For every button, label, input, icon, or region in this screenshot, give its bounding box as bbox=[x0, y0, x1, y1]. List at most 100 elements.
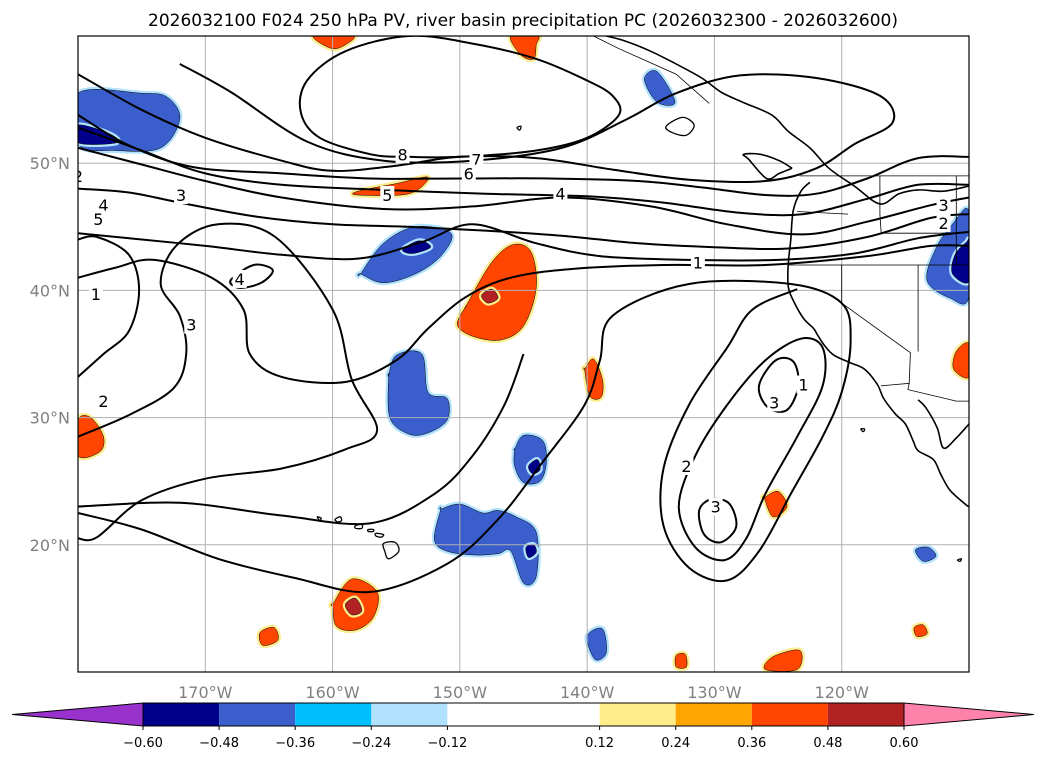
colorbar-frame bbox=[142, 702, 905, 727]
contour-label: 3 bbox=[769, 393, 779, 412]
contour-label: 4 bbox=[235, 270, 245, 289]
contour-label: 4 bbox=[555, 185, 565, 204]
figure-title: 2026032100 F024 250 hPa PV, river basin … bbox=[148, 11, 898, 31]
lon-tick-label: 160°W bbox=[305, 683, 360, 702]
contour-label-bg bbox=[88, 285, 103, 304]
contour-label-bg bbox=[767, 393, 782, 412]
map-frame bbox=[77, 35, 970, 673]
contour-label: 2 bbox=[938, 214, 948, 233]
contour-label-bg bbox=[469, 150, 484, 169]
precip-area bbox=[402, 240, 431, 254]
coastline bbox=[606, 36, 969, 205]
political-border bbox=[593, 36, 710, 104]
colorbar-tick-label: 0.12 bbox=[585, 736, 614, 751]
contour-label-bg bbox=[96, 392, 111, 411]
contour-label-bg bbox=[184, 315, 199, 334]
precip-area bbox=[913, 624, 928, 637]
colorbar-tick-label: 0.24 bbox=[661, 736, 690, 751]
contour-label-bg bbox=[553, 184, 568, 203]
latitude-axis-labels: 20°N 30°N 40°N 50°N bbox=[30, 154, 70, 555]
contour-label: 3 bbox=[186, 316, 196, 335]
colorbar: −0.60 −0.48 −0.36 −0.24 −0.12 0.12 0.24 0.36 0.4… bbox=[11, 702, 1035, 751]
contour-label: 5 bbox=[382, 186, 392, 205]
pv-contour-3 bbox=[78, 235, 141, 378]
lon-tick-label: 120°W bbox=[815, 683, 870, 702]
pv-contour-4 bbox=[78, 146, 969, 236]
pv-contour-layer bbox=[78, 36, 969, 594]
political-border bbox=[797, 211, 849, 215]
contour-label-bg bbox=[78, 166, 85, 185]
colorbar-segment bbox=[371, 703, 448, 726]
colorbar-under-triangle bbox=[11, 702, 144, 727]
contour-label-bg bbox=[232, 269, 247, 288]
island-outline bbox=[334, 516, 343, 523]
colorbar-tick-label: −0.12 bbox=[427, 736, 467, 751]
contour-label: 4 bbox=[98, 196, 108, 215]
precip-area bbox=[763, 649, 803, 672]
island-outline bbox=[316, 516, 322, 522]
contour-label: 7 bbox=[471, 150, 481, 169]
gridlines bbox=[78, 36, 969, 672]
contour-label-bg bbox=[936, 196, 951, 215]
colorbar-tick-label: 0.48 bbox=[813, 736, 842, 751]
lon-tick-label: 130°W bbox=[687, 683, 742, 702]
colorbar-tick-label: 0.36 bbox=[737, 736, 766, 751]
precip-area bbox=[952, 342, 969, 379]
colorbar-segment bbox=[599, 703, 676, 726]
pv-contour-1 bbox=[78, 353, 525, 526]
precip-area bbox=[258, 626, 279, 646]
lon-tick-label: 140°W bbox=[560, 683, 615, 702]
contour-label-bg bbox=[96, 196, 111, 215]
colorbar-tick-label: 0.60 bbox=[890, 736, 919, 751]
precip-area bbox=[674, 652, 688, 669]
colorbar-segment bbox=[827, 703, 904, 726]
lat-tick-label: 20°N bbox=[30, 536, 70, 555]
island-outline bbox=[382, 541, 400, 560]
contour-label-bg bbox=[708, 497, 723, 516]
contour-label-bg bbox=[380, 186, 395, 204]
island-outline bbox=[366, 528, 375, 533]
pv-contour-6 bbox=[78, 114, 969, 197]
political-border bbox=[881, 382, 969, 402]
precip-area bbox=[312, 36, 355, 50]
island-outline bbox=[665, 116, 695, 137]
pv-contour-2 bbox=[677, 337, 827, 562]
colorbar-segment bbox=[295, 703, 372, 726]
colorbar-tick-label: −0.36 bbox=[275, 736, 315, 751]
contour-label: 2 bbox=[98, 392, 108, 411]
contour-label: 6 bbox=[464, 164, 474, 183]
contour-label-bg bbox=[91, 210, 106, 229]
contour-label: 5 bbox=[93, 210, 103, 229]
coastline bbox=[917, 399, 969, 450]
precip-area bbox=[78, 415, 105, 459]
precip-area bbox=[915, 546, 937, 562]
colorbar-segment bbox=[447, 703, 600, 726]
contour-label: 1 bbox=[798, 376, 808, 395]
contour-label-bg bbox=[461, 164, 476, 183]
island-outline bbox=[860, 428, 866, 433]
lon-tick-label: 150°W bbox=[433, 683, 488, 702]
contour-label: 3 bbox=[176, 186, 186, 205]
contour-label-bg bbox=[690, 253, 705, 272]
island-outline bbox=[374, 532, 385, 538]
colorbar-tick-label: −0.60 bbox=[123, 736, 163, 751]
pv-contour-3 bbox=[697, 497, 738, 544]
political-border bbox=[841, 265, 911, 384]
colorbar-segment bbox=[675, 703, 752, 726]
precip-area bbox=[481, 288, 499, 304]
pv-contour-2 bbox=[78, 222, 379, 542]
contour-label: 3 bbox=[938, 196, 948, 215]
island-outline bbox=[956, 558, 963, 562]
lat-tick-label: 40°N bbox=[30, 281, 70, 300]
contour-label-bg bbox=[796, 375, 811, 394]
island-outline bbox=[516, 125, 522, 131]
colorbar-segment bbox=[219, 703, 296, 726]
contour-label: 8 bbox=[397, 145, 407, 164]
pv-contour-7 bbox=[78, 63, 896, 183]
colorbar-segment bbox=[143, 703, 220, 726]
precip-area bbox=[387, 350, 450, 436]
contour-label: 2 bbox=[73, 167, 83, 186]
contour-label: 1 bbox=[91, 285, 101, 304]
